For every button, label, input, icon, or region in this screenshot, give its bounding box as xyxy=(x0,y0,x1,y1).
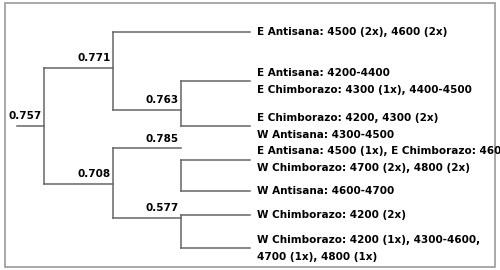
Text: W Chimborazo: 4700 (2x), 4800 (2x): W Chimborazo: 4700 (2x), 4800 (2x) xyxy=(258,163,470,173)
Text: E Antisana: 4200-4400: E Antisana: 4200-4400 xyxy=(258,68,390,78)
Text: 0.763: 0.763 xyxy=(146,95,179,105)
Text: 0.577: 0.577 xyxy=(146,203,179,213)
Text: 4700 (1x), 4800 (1x): 4700 (1x), 4800 (1x) xyxy=(258,252,378,262)
Text: E Chimborazo: 4300 (1x), 4400-4500: E Chimborazo: 4300 (1x), 4400-4500 xyxy=(258,85,472,95)
Text: 0.757: 0.757 xyxy=(8,111,42,121)
Text: W Antisana: 4600-4700: W Antisana: 4600-4700 xyxy=(258,186,394,196)
Text: 0.771: 0.771 xyxy=(77,53,110,63)
Text: E Chimborazo: 4200, 4300 (2x): E Chimborazo: 4200, 4300 (2x) xyxy=(258,113,438,123)
Text: E Antisana: 4500 (1x), E Chimborazo: 4600: E Antisana: 4500 (1x), E Chimborazo: 460… xyxy=(258,146,500,156)
Text: E Antisana: 4500 (2x), 4600 (2x): E Antisana: 4500 (2x), 4600 (2x) xyxy=(258,27,448,37)
Text: W Chimborazo: 4200 (1x), 4300-4600,: W Chimborazo: 4200 (1x), 4300-4600, xyxy=(258,235,480,245)
Text: W Antisana: 4300-4500: W Antisana: 4300-4500 xyxy=(258,130,394,140)
Text: W Chimborazo: 4200 (2x): W Chimborazo: 4200 (2x) xyxy=(258,210,406,220)
Text: 0.785: 0.785 xyxy=(146,134,179,144)
Text: 0.708: 0.708 xyxy=(77,169,110,179)
